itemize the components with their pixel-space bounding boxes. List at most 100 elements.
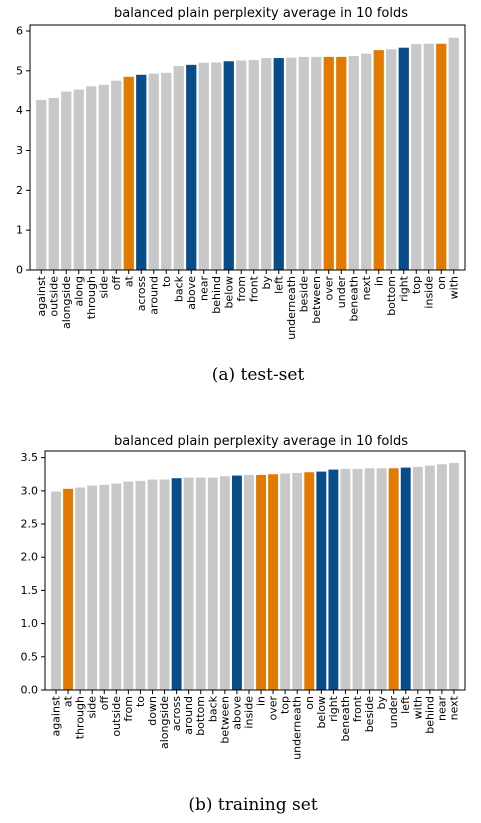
caption-b: (b) training set	[188, 795, 317, 815]
bars	[51, 462, 459, 691]
x-tick-label: around	[182, 696, 195, 735]
x-tick-label: on	[435, 276, 448, 290]
bar-next	[449, 462, 459, 690]
caption-a: (a) test-set	[212, 365, 305, 385]
x-tick-label: left	[399, 695, 412, 714]
bar-side	[98, 84, 109, 270]
x-tick-label: beside	[363, 696, 376, 733]
x-tick-label: outside	[110, 696, 123, 737]
x-tick-label: alongside	[60, 276, 73, 329]
x-tick-label: beside	[297, 276, 310, 313]
bar-beneath	[340, 468, 351, 690]
y-tick-label: 1	[16, 224, 23, 237]
bar-over	[268, 474, 279, 690]
bar-right	[398, 47, 409, 271]
x-tick-label: behind	[423, 696, 436, 734]
x-tick-label: at	[122, 275, 135, 287]
bar-side	[87, 485, 98, 690]
bar-top	[280, 473, 291, 690]
x-tick-label: front	[247, 275, 260, 302]
x-tick-label: next	[360, 275, 373, 300]
bar-near	[198, 62, 209, 270]
x-tick-label: top	[410, 276, 423, 294]
bar-next	[361, 53, 372, 271]
x-tick-label: against	[35, 275, 48, 316]
x-tick-label: through	[85, 276, 98, 319]
x-tick-label: between	[218, 696, 231, 744]
x-tick-label: beneath	[339, 696, 352, 742]
x-tick-label: in	[372, 276, 385, 286]
x-tick-label: on	[303, 696, 316, 710]
y-tick-label: 1.0	[21, 617, 39, 630]
x-tick-label: back	[172, 275, 185, 302]
x-tick-label: around	[147, 276, 160, 315]
x-tick-label: between	[310, 276, 323, 324]
x-axis-ticks: against at through side off outside from to down…	[50, 690, 460, 760]
bar-from	[236, 60, 247, 271]
x-tick-label: from	[122, 696, 135, 722]
x-tick-label: off	[110, 276, 123, 291]
x-tick-label: side	[97, 276, 110, 299]
bar-between	[219, 476, 230, 690]
bar-back	[207, 477, 218, 690]
x-tick-label: front	[351, 695, 364, 722]
bar-inside	[244, 474, 254, 690]
x-tick-label: underneath	[285, 276, 298, 340]
bar-below	[223, 61, 234, 270]
y-axis-ticks: 0 1 2 3 4 5 6	[16, 24, 30, 277]
y-tick-label: 5	[16, 64, 23, 77]
bar-off	[99, 484, 110, 690]
bars	[36, 37, 459, 271]
x-tick-label: across	[170, 696, 183, 732]
bar-underneath	[286, 57, 297, 270]
bar-against	[36, 99, 47, 270]
x-tick-label: next	[447, 695, 460, 720]
bar-back	[173, 66, 184, 270]
x-tick-label: below	[222, 276, 235, 309]
x-tick-label: under	[335, 276, 348, 309]
bar-beneath	[348, 56, 359, 270]
y-tick-label: 0.5	[21, 650, 39, 663]
bar-around	[148, 73, 159, 270]
chart-title: balanced plain perplexity average in 10 …	[114, 434, 408, 449]
x-tick-label: to	[160, 276, 173, 287]
x-tick-label: with	[411, 696, 424, 719]
x-tick-label: over	[267, 696, 280, 721]
y-tick-label: 3	[16, 144, 23, 157]
x-axis-ticks: against outside alongside along through side o…	[35, 270, 460, 340]
bar-on	[436, 43, 447, 270]
x-tick-label: by	[260, 276, 273, 290]
bar-from	[123, 481, 134, 690]
x-tick-label: off	[98, 696, 111, 711]
bar-with	[448, 37, 459, 270]
bar-at	[63, 488, 74, 690]
x-tick-label: underneath	[291, 696, 304, 760]
y-tick-label: 1.5	[21, 584, 39, 597]
x-tick-label: above	[185, 276, 198, 310]
bar-behind	[211, 62, 222, 271]
y-tick-label: 0.0	[21, 684, 39, 697]
x-tick-label: bottom	[385, 276, 398, 316]
bar-behind	[424, 465, 435, 690]
bar-around	[183, 477, 194, 690]
bar-to	[161, 72, 172, 270]
plot-frame	[29, 24, 466, 271]
y-tick-label: 3.5	[21, 451, 39, 464]
bar-in	[373, 50, 384, 270]
x-tick-label: through	[74, 696, 87, 739]
x-tick-label: alongside	[158, 696, 171, 749]
bar-through	[86, 86, 97, 270]
bar-below	[316, 471, 327, 690]
x-tick-label: right	[397, 275, 410, 302]
bar-down	[147, 479, 158, 690]
bar-near	[436, 464, 447, 690]
bar-at	[123, 76, 134, 270]
x-tick-label: inside	[242, 696, 255, 729]
bar-across	[136, 74, 147, 270]
bar-under	[336, 56, 347, 271]
x-tick-label: down	[146, 696, 159, 726]
bar-outside	[111, 483, 122, 690]
x-tick-label: above	[230, 696, 243, 730]
bar-beside	[364, 468, 375, 690]
